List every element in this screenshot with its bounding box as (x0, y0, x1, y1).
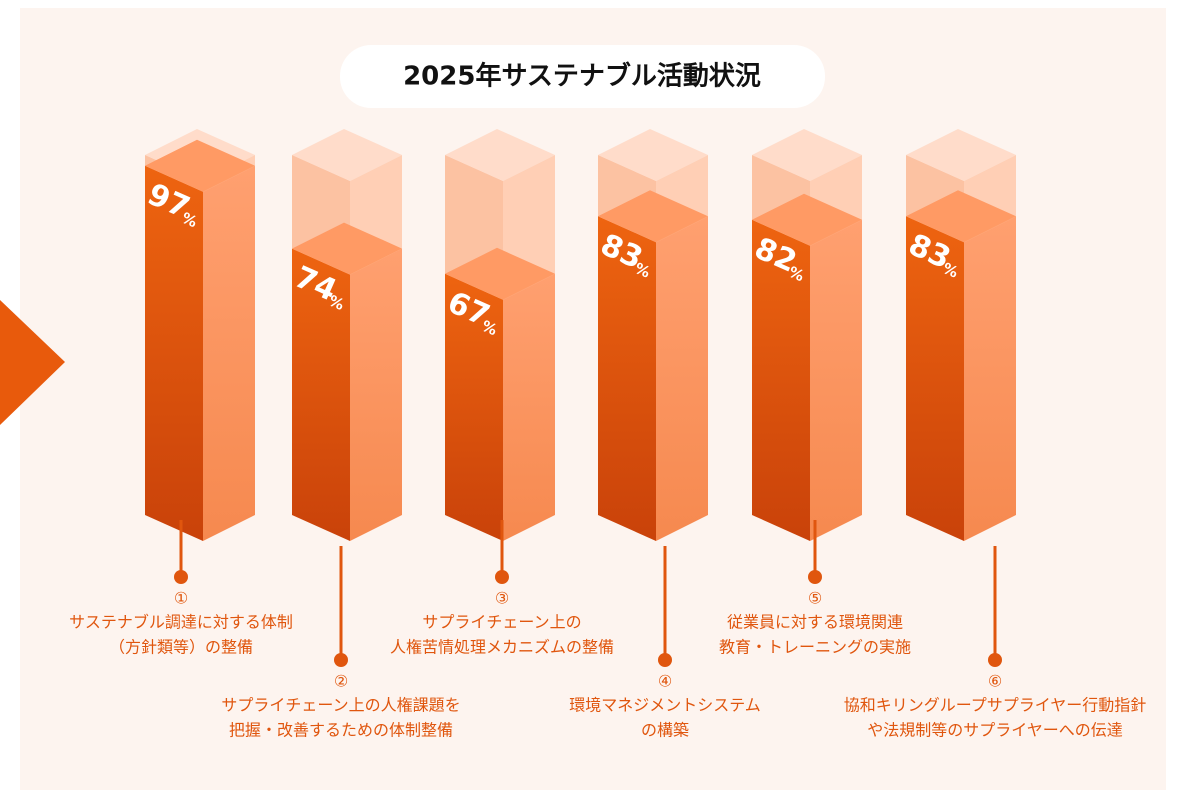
label-line: の構築 (641, 721, 689, 740)
ghost-top (752, 129, 862, 181)
value-unit: % (786, 263, 807, 286)
label-number: ② (334, 672, 348, 691)
ghost-top (598, 129, 708, 181)
label-line: 把握・改善するための体制整備 (229, 721, 453, 740)
bar (598, 216, 656, 541)
bar-side (810, 219, 862, 542)
bar (752, 219, 810, 542)
value-unit: % (479, 317, 500, 340)
label-line: 人権苦情処理メカニズムの整備 (390, 638, 614, 657)
ghost-top (906, 129, 1016, 181)
bar (906, 216, 964, 541)
label-number: ⑤ (808, 589, 822, 608)
label-line: 環境マネジメントシステム (569, 696, 761, 715)
connector-dot (495, 570, 509, 584)
value-unit: % (940, 259, 961, 282)
label-line: サステナブル調達に対する体制 (69, 613, 293, 632)
value-unit: % (632, 259, 653, 282)
bar-top (292, 222, 402, 275)
bar-top (752, 193, 862, 246)
label-line: 従業員に対する環境関連 (727, 613, 903, 632)
ghost-top (292, 129, 402, 181)
value-unit: % (179, 209, 200, 232)
label-line: サプライチェーン上の人権課題を (221, 696, 460, 715)
bar-side (203, 165, 255, 542)
label-line: サプライチェーン上の (422, 613, 581, 632)
label-number: ④ (658, 672, 672, 691)
bar-side (503, 273, 555, 541)
bar-top (445, 247, 555, 300)
bar-top (906, 190, 1016, 243)
chart-title: 2025年サステナブル活動状況 (403, 61, 761, 92)
arrow (0, 300, 65, 425)
label-line: （方針類等）の整備 (109, 638, 253, 657)
value-unit: % (326, 291, 347, 314)
bar-side (656, 216, 708, 541)
label-number: ① (174, 589, 188, 608)
bar-top (598, 190, 708, 243)
bar-side (350, 248, 402, 541)
connector-dot (174, 570, 188, 584)
label-line: や法規制等のサプライヤーへの伝達 (867, 721, 1123, 740)
bar (445, 273, 503, 541)
bar-side (964, 216, 1016, 541)
bar (145, 165, 203, 542)
connector-dot (334, 653, 348, 667)
title-pill (340, 45, 825, 108)
bar (292, 248, 350, 541)
label-line: 協和キリングループサプライヤー行動指針 (844, 696, 1147, 715)
label-number: ③ (495, 589, 509, 608)
connector-dot (988, 653, 1002, 667)
label-number: ⑥ (988, 672, 1002, 691)
connector-dot (658, 653, 672, 667)
connector-dot (808, 570, 822, 584)
ghost-top (445, 129, 555, 181)
label-line: 教育・トレーニングの実施 (719, 638, 911, 657)
bar-top (145, 139, 255, 192)
